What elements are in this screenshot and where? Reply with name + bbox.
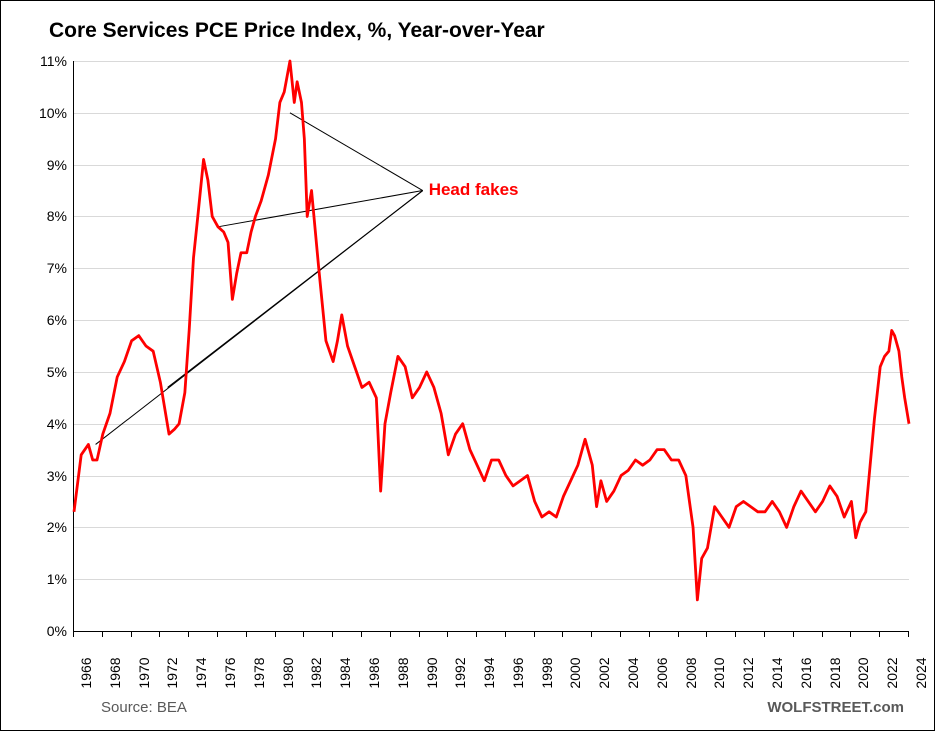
xtick-mark [822,631,823,637]
annotation-head-fakes: Head fakes [429,180,519,200]
xtick-mark [275,631,276,637]
chart-title: Core Services PCE Price Index, %, Year-o… [49,19,545,43]
xtick-label: 1970 [136,657,152,688]
ytick-label: 3% [1,468,67,484]
xtick-label: 2020 [855,657,871,688]
xtick-mark [850,631,851,637]
ytick-label: 0% [1,623,67,639]
xtick-label: 1996 [510,657,526,688]
source-label: Source: BEA [101,699,187,716]
plot-area: Head fakes [73,61,909,632]
xtick-label: 1998 [539,657,555,688]
ytick-label: 9% [1,157,67,173]
xtick-mark [73,631,74,637]
xtick-mark [361,631,362,637]
xtick-mark [332,631,333,637]
xtick-mark [879,631,880,637]
ytick-label: 10% [1,105,67,121]
ytick-label: 6% [1,312,67,328]
xtick-label: 2006 [654,657,670,688]
ytick-label: 2% [1,519,67,535]
xtick-mark [390,631,391,637]
xtick-mark [735,631,736,637]
xtick-mark [908,631,909,637]
xtick-label: 2012 [740,657,756,688]
xtick-label: 2000 [567,657,583,688]
ytick-label: 7% [1,260,67,276]
xtick-mark [534,631,535,637]
xtick-label: 1982 [308,657,324,688]
xtick-label: 1980 [280,657,296,688]
xtick-label: 2016 [798,657,814,688]
chart-container: Core Services PCE Price Index, %, Year-o… [0,0,935,731]
xtick-mark [217,631,218,637]
xtick-mark [706,631,707,637]
xtick-label: 1984 [337,657,353,688]
ytick-label: 11% [1,53,67,69]
xtick-mark [505,631,506,637]
xtick-mark [620,631,621,637]
ytick-label: 4% [1,416,67,432]
ytick-label: 8% [1,208,67,224]
xtick-label: 1978 [251,657,267,688]
xtick-label: 1990 [424,657,440,688]
xtick-label: 2024 [913,657,929,688]
xtick-mark [793,631,794,637]
xtick-label: 2002 [596,657,612,688]
xtick-mark [678,631,679,637]
data-series-line [74,61,909,600]
xtick-mark [159,631,160,637]
xtick-label: 2010 [711,657,727,688]
xtick-label: 2014 [769,657,785,688]
data-line-svg [74,61,909,631]
xtick-mark [476,631,477,637]
xtick-mark [649,631,650,637]
xtick-mark [764,631,765,637]
xtick-label: 2018 [827,657,843,688]
xtick-label: 2004 [625,657,641,688]
xtick-label: 1986 [366,657,382,688]
xtick-label: 1966 [78,657,94,688]
xtick-label: 2022 [884,657,900,688]
xtick-mark [419,631,420,637]
xtick-label: 1992 [452,657,468,688]
xtick-label: 1974 [193,657,209,688]
xtick-mark [188,631,189,637]
xtick-mark [246,631,247,637]
ytick-label: 5% [1,364,67,380]
xtick-label: 2008 [683,657,699,688]
attribution-label: WOLFSTREET.com [767,699,904,716]
xtick-label: 1988 [395,657,411,688]
xtick-mark [562,631,563,637]
xtick-label: 1968 [107,657,123,688]
xtick-mark [102,631,103,637]
xtick-mark [303,631,304,637]
ytick-label: 1% [1,571,67,587]
xtick-mark [591,631,592,637]
xtick-mark [447,631,448,637]
xtick-mark [131,631,132,637]
xtick-label: 1972 [164,657,180,688]
xtick-label: 1976 [222,657,238,688]
xtick-label: 1994 [481,657,497,688]
